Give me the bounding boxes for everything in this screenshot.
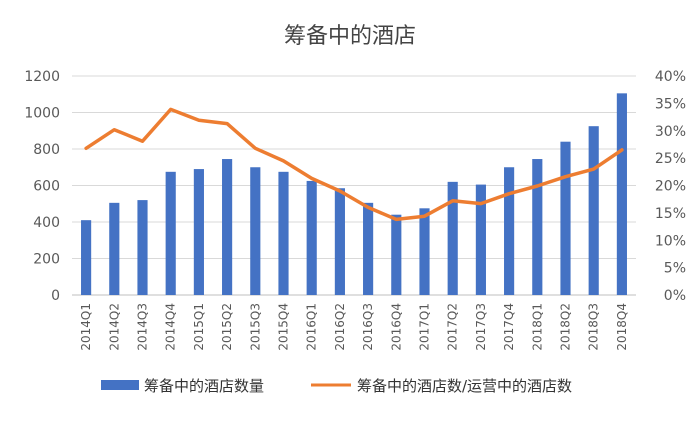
right-tick-label: 0% [664, 288, 686, 304]
bar [616, 93, 627, 296]
right-tick-label: 30% [655, 124, 686, 140]
bar [222, 159, 233, 295]
x-tick-label: 2016Q1 [305, 303, 319, 351]
x-tick-label: 2015Q3 [248, 303, 262, 351]
x-tick-label: 2014Q2 [107, 303, 121, 351]
left-tick-label: 800 [33, 142, 60, 158]
left-tick-label: 600 [33, 179, 60, 195]
left-axis-ticks: 0 200 400 600 800 1000 1200 [24, 69, 60, 304]
left-tick-label: 1000 [24, 106, 60, 122]
line-series [84, 107, 624, 222]
legend: 筹备中的酒店数量 筹备中的酒店数/运营中的酒店数 [101, 377, 572, 395]
bar [588, 126, 599, 295]
right-tick-label: 15% [655, 206, 686, 222]
x-tick-label: 2018Q1 [530, 303, 544, 351]
bar [81, 220, 92, 295]
left-tick-label: 400 [33, 215, 60, 231]
x-tick-label: 2014Q3 [136, 303, 150, 351]
bar [391, 214, 402, 295]
right-tick-label: 35% [655, 96, 686, 112]
x-tick-label: 2018Q2 [559, 303, 573, 351]
bar [532, 159, 543, 295]
legend-line-label: 筹备中的酒店数/运营中的酒店数 [357, 377, 572, 395]
left-tick-label: 200 [33, 252, 60, 268]
x-axis-ticks: 2014Q1 2014Q2 2014Q3 2014Q4 2015Q1 2015Q2 2015… [79, 303, 629, 351]
bar [334, 188, 345, 295]
left-tick-label: 0 [51, 288, 60, 304]
bar [165, 171, 176, 295]
right-tick-label: 5% [664, 261, 686, 277]
x-tick-label: 2015Q1 [192, 303, 206, 351]
right-tick-label: 40% [655, 69, 686, 85]
x-tick-label: 2018Q4 [615, 303, 629, 351]
x-tick-label: 2016Q4 [389, 303, 403, 351]
x-tick-label: 2016Q2 [333, 303, 347, 351]
bar [504, 167, 515, 295]
x-tick-label: 2017Q2 [446, 303, 460, 351]
x-tick-label: 2014Q1 [79, 303, 93, 351]
bar [137, 200, 148, 295]
x-tick-label: 2015Q4 [277, 303, 291, 351]
bar [250, 167, 261, 295]
bar-series [81, 93, 627, 296]
gridlines [72, 75, 636, 296]
bar [560, 141, 571, 295]
x-tick-label: 2015Q2 [220, 303, 234, 351]
right-tick-label: 10% [655, 233, 686, 249]
x-tick-label: 2017Q1 [418, 303, 432, 351]
bar [475, 184, 486, 295]
right-tick-label: 25% [655, 151, 686, 167]
legend-bar-swatch [101, 380, 139, 390]
bar [419, 208, 430, 295]
bar [447, 181, 458, 295]
right-tick-label: 20% [655, 179, 686, 195]
chart-title: 筹备中的酒店 [284, 24, 416, 49]
x-tick-label: 2017Q4 [502, 303, 516, 351]
ratio-line [84, 107, 624, 222]
legend-bar-label: 筹备中的酒店数量 [144, 377, 264, 395]
x-tick-label: 2016Q3 [361, 303, 375, 351]
bar [193, 169, 204, 295]
bar [109, 202, 120, 295]
x-tick-label: 2017Q3 [474, 303, 488, 351]
bar [306, 180, 317, 295]
left-tick-label: 1200 [24, 69, 60, 85]
x-tick-label: 2018Q3 [587, 303, 601, 351]
bar [363, 202, 374, 295]
x-tick-label: 2014Q4 [164, 303, 178, 351]
bar [278, 171, 289, 295]
right-axis-ticks: 0% 5% 10% 15% 20% 25% 30% 35% 40% [655, 69, 686, 304]
